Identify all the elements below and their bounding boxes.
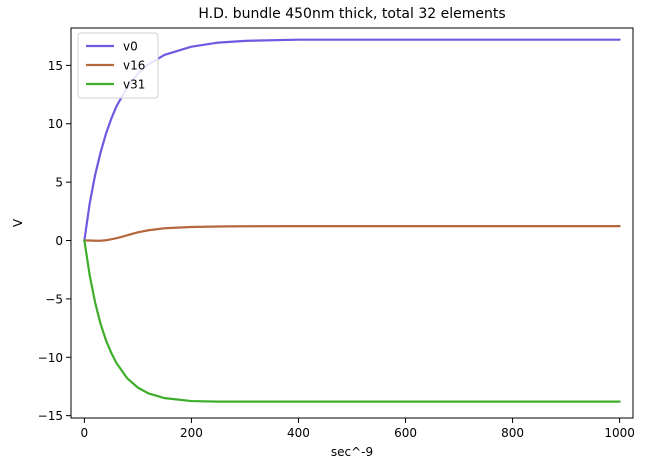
y-tick-label: 15 bbox=[48, 59, 63, 73]
y-axis-title: V bbox=[11, 218, 25, 227]
y-tick-label: −5 bbox=[45, 292, 63, 306]
x-tick-label: 400 bbox=[287, 426, 310, 440]
legend: v0 v16 v31 bbox=[77, 32, 159, 99]
legend-label-v31: v31 bbox=[123, 78, 145, 92]
series-line-v31 bbox=[83, 239, 621, 403]
series-line-v16 bbox=[83, 225, 621, 242]
x-axis-title: sec^-9 bbox=[331, 445, 373, 459]
series-line-v0 bbox=[83, 38, 621, 242]
x-tick-label: 800 bbox=[501, 426, 524, 440]
y-tick-label: 5 bbox=[55, 176, 63, 190]
x-tick-label: 0 bbox=[81, 426, 89, 440]
x-tick-label: 600 bbox=[394, 426, 417, 440]
legend-box bbox=[77, 32, 159, 99]
chart-title: H.D. bundle 450nm thick, total 32 elemen… bbox=[198, 6, 505, 22]
x-tick-label: 1000 bbox=[604, 426, 635, 440]
y-tick-label: −10 bbox=[38, 351, 63, 365]
legend-label-v0: v0 bbox=[123, 40, 138, 54]
legend-label-v16: v16 bbox=[123, 59, 145, 73]
plot-area bbox=[83, 38, 621, 403]
x-axis: 0 200 400 600 800 1000 bbox=[81, 418, 635, 440]
plot-frame bbox=[70, 27, 634, 419]
y-tick-label: 10 bbox=[48, 117, 63, 131]
y-axis: −15 −10 −5 0 5 10 15 bbox=[38, 59, 71, 423]
x-tick-label: 200 bbox=[180, 426, 203, 440]
y-tick-label: −15 bbox=[38, 409, 63, 423]
y-tick-label: 0 bbox=[55, 234, 63, 248]
